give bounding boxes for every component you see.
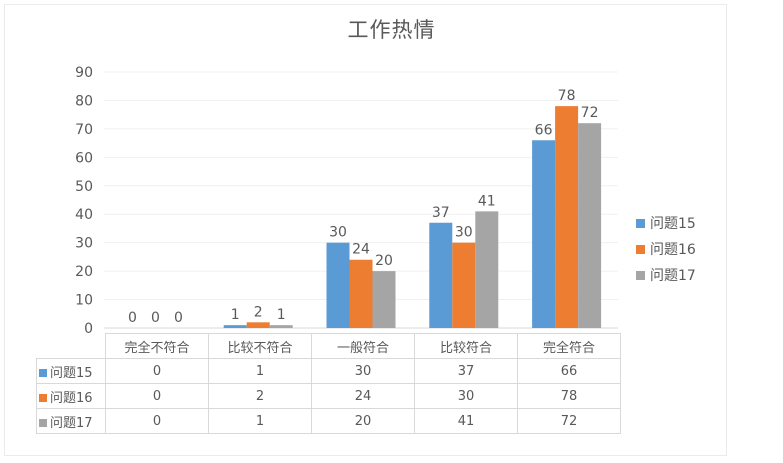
table-cell: 72 [517, 408, 621, 434]
bar [429, 222, 453, 328]
bar [223, 325, 247, 328]
y-tick-label: 10 [75, 293, 93, 309]
bar [269, 325, 293, 328]
y-tick-label: 70 [75, 122, 93, 138]
bar [246, 322, 270, 328]
bar [452, 242, 476, 328]
table-cell: 1 [208, 408, 312, 434]
legend-item: 问题17 [636, 262, 696, 288]
table-row: 问题17 0 1 20 41 72 [36, 408, 621, 434]
table-cell: 1 [208, 358, 312, 384]
table-series-name: 问题16 [50, 390, 93, 406]
data-label: 0 [174, 310, 183, 326]
y-tick-label: 50 [75, 179, 93, 195]
y-tick-label: 80 [75, 93, 93, 109]
table-cell: 41 [414, 408, 518, 434]
table-row-header: 问题15 [36, 358, 106, 384]
legend-item: 问题15 [636, 210, 696, 236]
bar [326, 242, 350, 328]
table-row: 问题16 0 2 24 30 78 [36, 383, 621, 409]
table-cell: 30 [414, 383, 518, 409]
table-row-header: 问题16 [36, 383, 106, 409]
data-label: 24 [352, 242, 370, 258]
table-row-header: 问题17 [36, 408, 106, 434]
y-tick-label: 30 [75, 236, 93, 252]
x-tick-label: 一般符合 [311, 333, 415, 359]
legend-label: 问题15 [650, 216, 696, 232]
table-cell: 24 [311, 383, 415, 409]
legend: 问题15 问题16 问题17 [636, 210, 696, 288]
data-label: 66 [535, 122, 553, 138]
x-tick-label: 完全不符合 [105, 333, 209, 359]
legend-swatch [636, 218, 645, 228]
data-label: 2 [254, 304, 263, 320]
table-corner [36, 333, 106, 359]
bar [555, 106, 579, 328]
data-table: 完全不符合 比较不符合 一般符合 比较符合 完全符合 问题15 0 1 30 37 66 问题16 0 2… [36, 333, 621, 434]
y-tick-label: 60 [75, 150, 93, 166]
y-tick-label: 20 [75, 264, 93, 280]
table-cell: 0 [105, 408, 209, 434]
data-label: 1 [231, 307, 240, 323]
table-cell: 78 [517, 383, 621, 409]
data-label: 30 [455, 225, 473, 241]
data-label: 20 [375, 253, 393, 269]
x-tick-label: 比较符合 [414, 333, 518, 359]
table-swatch [39, 369, 47, 377]
data-label: 1 [277, 307, 286, 323]
data-label: 0 [128, 310, 137, 326]
bar [349, 259, 373, 328]
y-tick-label: 0 [84, 321, 93, 337]
table-series-name: 问题15 [50, 365, 93, 381]
data-label: 0 [151, 310, 160, 326]
x-tick-label: 比较不符合 [208, 333, 312, 359]
bar [372, 271, 396, 328]
data-label: 72 [581, 105, 599, 121]
x-tick-label: 完全符合 [517, 333, 621, 359]
table-row: 问题15 0 1 30 37 66 [36, 358, 621, 384]
table-cell: 2 [208, 383, 312, 409]
data-label: 78 [558, 88, 576, 104]
legend-label: 问题16 [650, 242, 696, 258]
bar [532, 140, 556, 328]
table-cell: 0 [105, 358, 209, 384]
table-cell: 37 [414, 358, 518, 384]
table-series-name: 问题17 [50, 415, 93, 431]
data-label: 30 [329, 225, 347, 241]
y-tick-label: 90 [75, 65, 93, 81]
legend-swatch [636, 270, 645, 280]
legend-item: 问题16 [636, 236, 696, 262]
table-cell: 30 [311, 358, 415, 384]
data-label: 41 [478, 193, 496, 209]
legend-swatch [636, 244, 645, 254]
y-tick-label: 40 [75, 207, 93, 223]
bar [578, 123, 602, 328]
table-cell: 20 [311, 408, 415, 434]
table-swatch [39, 394, 47, 402]
table-cell: 66 [517, 358, 621, 384]
legend-label: 问题17 [650, 268, 696, 284]
table-swatch [39, 419, 47, 427]
data-label: 37 [432, 205, 450, 221]
table-cell: 0 [105, 383, 209, 409]
chart-title: 工作热情 [347, 18, 436, 42]
bar [475, 211, 499, 328]
